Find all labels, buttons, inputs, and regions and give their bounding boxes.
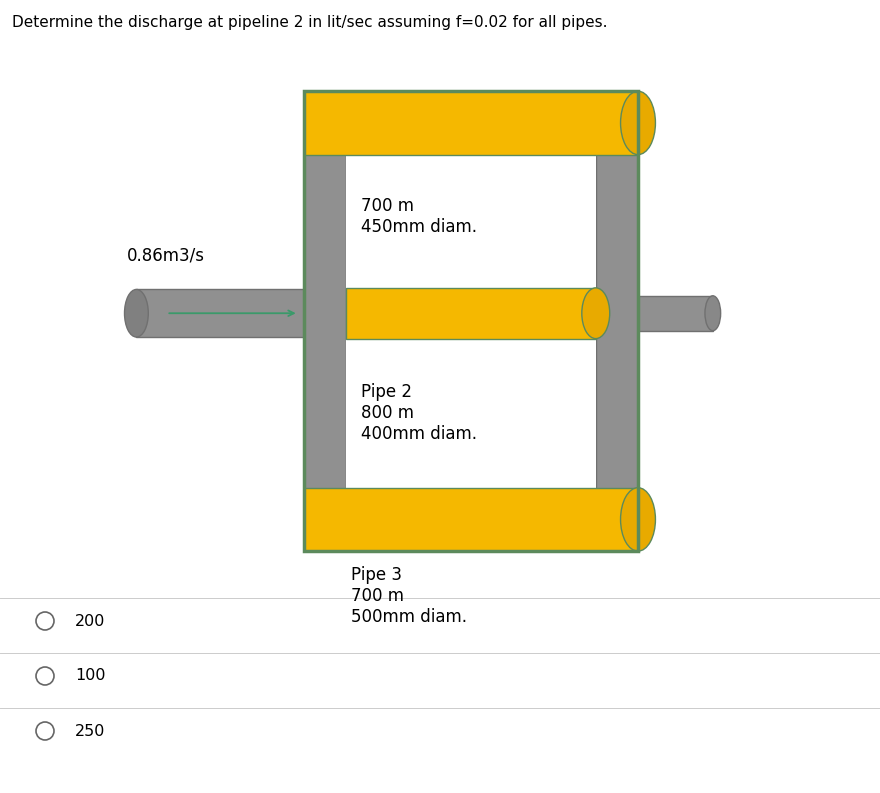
Bar <box>136 289 304 337</box>
Text: 0.86m3/s: 0.86m3/s <box>127 247 204 264</box>
Text: 700 m
450mm diam.: 700 m 450mm diam. <box>361 197 477 236</box>
FancyBboxPatch shape <box>346 288 596 339</box>
Bar <box>304 91 346 551</box>
Ellipse shape <box>582 288 610 339</box>
Bar <box>346 155 596 288</box>
Bar <box>596 91 638 551</box>
Bar <box>346 339 596 488</box>
Text: 100: 100 <box>75 668 106 684</box>
Ellipse shape <box>705 296 721 331</box>
FancyBboxPatch shape <box>304 488 638 551</box>
Bar <box>638 296 713 331</box>
Bar <box>304 91 638 551</box>
Ellipse shape <box>124 289 149 337</box>
Text: 250: 250 <box>75 723 106 738</box>
Ellipse shape <box>620 488 656 551</box>
Text: Pipe 3
700 m
500mm diam.: Pipe 3 700 m 500mm diam. <box>351 566 467 626</box>
Ellipse shape <box>620 91 656 155</box>
Text: Determine the discharge at pipeline 2 in lit/sec assuming f=0.02 for all pipes.: Determine the discharge at pipeline 2 in… <box>12 15 607 30</box>
FancyBboxPatch shape <box>304 91 638 155</box>
Text: 200: 200 <box>75 614 106 629</box>
Text: Pipe 2
800 m
400mm diam.: Pipe 2 800 m 400mm diam. <box>361 383 477 443</box>
